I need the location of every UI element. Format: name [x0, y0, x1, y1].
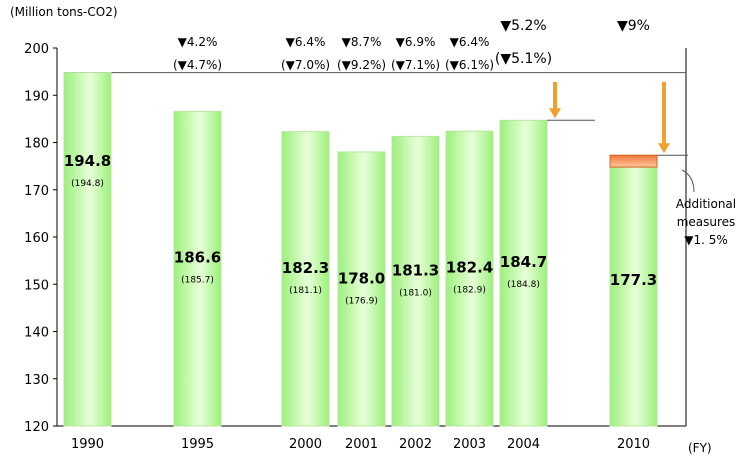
arrow-2004-head — [549, 108, 561, 119]
x-unit-label: (FY) — [688, 441, 712, 455]
y-tick-label: 130 — [24, 373, 49, 388]
data-sublabel: (182.9) — [453, 286, 486, 296]
data-label: 177.3 — [610, 271, 657, 289]
annotations: Additional measures ▼1. 5% — [547, 82, 736, 247]
bar — [337, 151, 386, 427]
bar — [63, 72, 112, 427]
bar — [609, 154, 658, 427]
data-sublabel: (185.7) — [181, 275, 214, 285]
y-tick-label: 160 — [24, 231, 49, 246]
unit-label: (Million tons-CO2) — [10, 5, 118, 19]
data-label: 182.4 — [446, 259, 493, 277]
y-tick-label: 150 — [24, 278, 49, 293]
bar — [173, 110, 222, 427]
reduction-sublabel: (▼6.1%) — [445, 58, 494, 72]
x-tick-label: 2002 — [399, 437, 432, 452]
data-label: 182.3 — [282, 259, 329, 277]
y-tick-label: 120 — [24, 420, 49, 435]
reduction-label: ▼4.2% — [178, 35, 218, 49]
bar — [281, 131, 330, 427]
data-sublabel: (194.8) — [71, 179, 104, 189]
data-sublabel: (184.8) — [507, 280, 540, 290]
x-tick-label: 1995 — [181, 437, 214, 452]
y-tick-label: 180 — [24, 137, 49, 152]
x-tick-label: 2004 — [507, 437, 540, 452]
reduction-label: ▼6.9% — [396, 35, 436, 49]
data-label: 178.0 — [338, 269, 385, 287]
reduction-sublabel: (▼9.2%) — [337, 58, 386, 72]
data-label: 181.3 — [392, 261, 439, 279]
arrow-2010-head — [658, 143, 670, 154]
x-tick-label: 2010 — [617, 437, 650, 452]
bar-labels: 1990 194.8 (194.8) 1995 186.6 (185.7) ▼4.2% (▼4… — [64, 18, 657, 452]
additional-measures-label: ▼1. 5% — [684, 233, 728, 247]
additional-measures-label: measures — [677, 215, 736, 229]
y-tick-label: 200 — [24, 42, 49, 57]
reduction-sublabel: (▼5.1%) — [495, 51, 552, 67]
leader-curve — [681, 169, 695, 193]
x-tick-label: 2003 — [453, 437, 486, 452]
bar — [499, 119, 548, 427]
reduction-sublabel: (▼7.0%) — [281, 58, 330, 72]
reduction-label: ▼9% — [617, 18, 650, 34]
additional-measures-label: Additional — [676, 197, 736, 211]
y-tick-label: 140 — [24, 326, 49, 341]
axes: 120 130 140 150 160 170 180 190 200 — [24, 42, 687, 435]
reduction-sublabel: (▼4.7%) — [173, 58, 222, 72]
reduction-sublabel: (▼7.1%) — [391, 58, 440, 72]
y-tick-label: 190 — [24, 89, 49, 104]
reduction-label: ▼6.4% — [450, 35, 490, 49]
bars — [63, 72, 658, 427]
data-label: 194.8 — [64, 152, 111, 170]
x-tick-label: 1990 — [71, 437, 104, 452]
reduction-label: ▼5.2% — [500, 18, 546, 34]
bar — [445, 130, 494, 427]
y-tick-label: 170 — [24, 184, 49, 199]
data-label: 186.6 — [174, 248, 221, 266]
data-sublabel: (181.0) — [399, 288, 432, 298]
data-sublabel: (176.9) — [345, 296, 378, 306]
reduction-label: ▼6.4% — [286, 35, 326, 49]
data-label: 184.7 — [500, 253, 547, 271]
x-tick-label: 2000 — [289, 437, 322, 452]
data-sublabel: (181.1) — [289, 286, 322, 296]
additional-measures-block — [609, 154, 658, 168]
bar — [391, 135, 440, 427]
reduction-label: ▼8.7% — [342, 35, 382, 49]
x-tick-label: 2001 — [345, 437, 378, 452]
